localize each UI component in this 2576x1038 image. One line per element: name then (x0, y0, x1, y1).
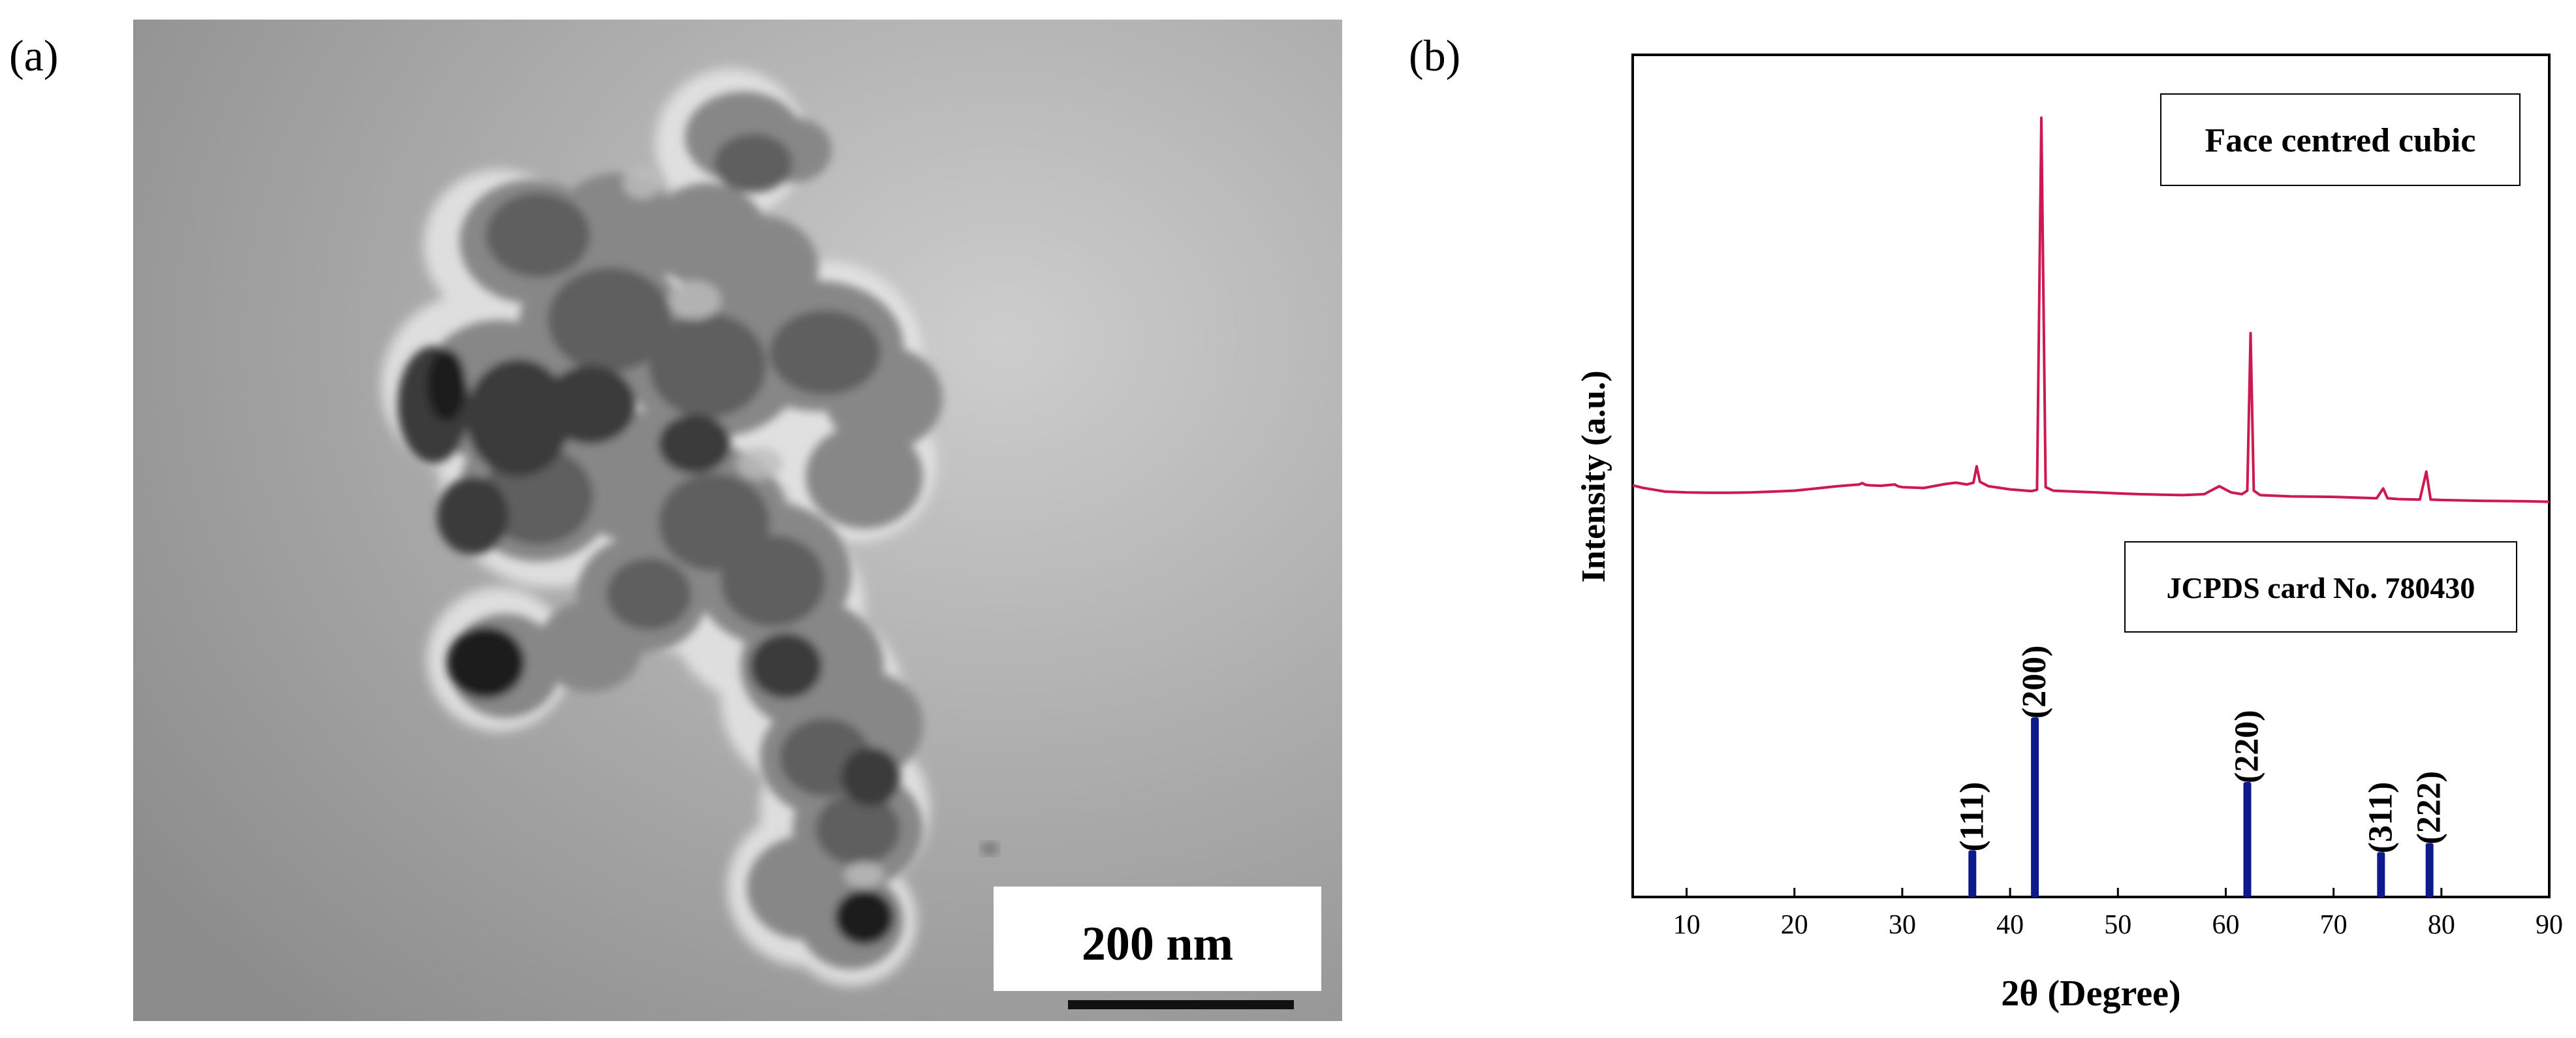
reference-peak-bar (1968, 850, 1977, 897)
x-tick-label: 40 (1996, 910, 2024, 940)
x-tick-label: 50 (2104, 910, 2131, 940)
panel-label-b: (b) (1409, 31, 1461, 80)
x-tick-label: 30 (1889, 910, 1916, 940)
scale-bar-line (1068, 1000, 1294, 1009)
jcpds-annotation-box (2124, 541, 2517, 633)
fcc-annotation-box (2160, 93, 2521, 186)
reference-peak-label: (220) (2229, 710, 2266, 783)
reference-peak-label: (200) (2016, 645, 2053, 719)
reference-peak-label: (222) (2411, 771, 2448, 845)
dust-speck (981, 841, 999, 856)
reference-peaks (1968, 717, 2434, 897)
tem-micrograph: 200 nm (133, 20, 1342, 1021)
xrd-pattern-line (1632, 116, 2550, 503)
x-axis-ticks (1686, 888, 2551, 897)
x-tick-label: 60 (2212, 910, 2239, 940)
reference-peak-bar (2425, 843, 2434, 897)
reference-peak-labels: (111) (200) (220) (311) (222) (1953, 645, 2447, 853)
reference-peak-bar (2243, 782, 2252, 897)
y-axis-label: Intensity (a.u.) (1575, 370, 1612, 582)
reference-peak-label: (111) (1953, 782, 1990, 852)
reference-peak-label: (311) (2362, 781, 2399, 853)
scale-bar: 200 nm (994, 887, 1321, 1009)
x-tick-label: 70 (2320, 910, 2348, 940)
scale-bar-label: 200 nm (1082, 917, 1233, 971)
x-tick-label: 80 (2428, 910, 2455, 940)
reference-peak-bar (2031, 717, 2039, 897)
nanoparticle-agglomerate (398, 91, 943, 969)
x-axis-label: 2θ (Degree) (2001, 973, 2180, 1014)
x-axis-tick-labels: 10 20 30 40 50 60 70 80 90 (1673, 910, 2563, 940)
fcc-annotation: Face centred cubic (2205, 122, 2476, 159)
x-tick-label: 90 (2536, 910, 2563, 940)
jcpds-annotation: JCPDS card No. 780430 (2167, 571, 2475, 605)
reference-peak-bar (2377, 852, 2385, 897)
x-tick-label: 10 (1673, 910, 1701, 940)
panel-label-a: (a) (9, 31, 59, 80)
scale-bar-box (994, 887, 1321, 991)
x-tick-label: 20 (1781, 910, 1808, 940)
plot-frame (1631, 54, 2551, 898)
